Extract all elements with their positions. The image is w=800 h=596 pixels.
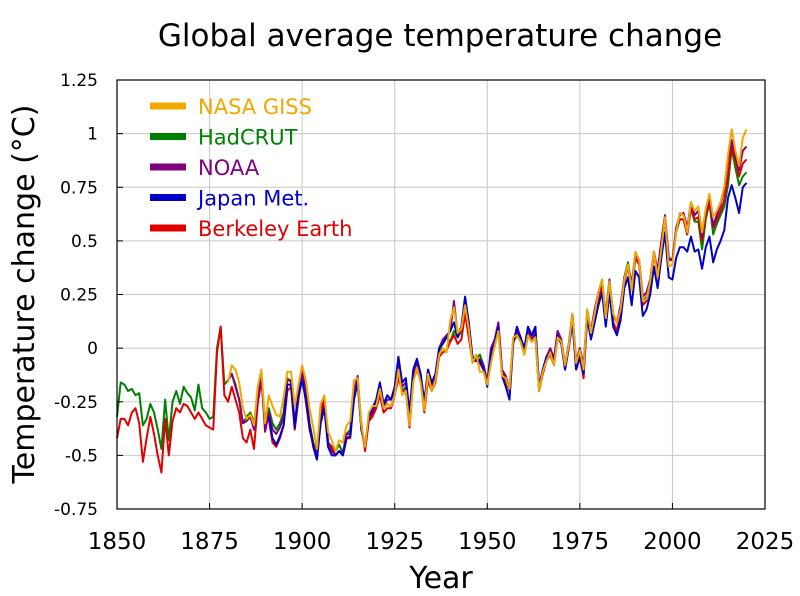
y-tick-label-1: 1 [87,125,98,145]
y-tick-label-8: -0.75 [54,500,98,520]
data-series-group [116,128,748,474]
x-axis-title: Year [408,561,473,596]
x-tick-label-1925: 1925 [365,529,424,555]
y-tick-label-4: 0.25 [60,286,98,306]
chart-legend: NASA GISS HadCRUT NOAA Japan Met. Berkeley E… [150,95,352,241]
x-tick-label-2025: 2025 [736,529,795,555]
y-tick-label-3: 0.5 [71,232,98,252]
y-tick-label-6: -0.25 [54,393,98,413]
y-tick-label-0: 1.25 [60,71,98,91]
y-axis-title: Temperature change (°C) [7,105,42,485]
x-tick-label-1950: 1950 [458,529,517,555]
y-tick-label-5: 0 [87,339,98,359]
legend-label-japan-met: Japan Met. [196,187,309,211]
chart-title: Global average temperature change [158,18,722,54]
legend-label-nasa-giss: NASA GISS [198,95,312,119]
x-tick-label-2000: 2000 [643,529,702,555]
axis-ticks: 1850 1875 1900 1925 1950 1975 2000 2025 1.25 1 0.7… [54,71,794,555]
x-tick-label-1900: 1900 [273,529,332,555]
x-tick-label-1975: 1975 [551,529,610,555]
legend-label-hadcrut: HadCRUT [198,126,298,150]
x-tick-label-1875: 1875 [180,529,239,555]
legend-label-noaa: NOAA [198,156,260,180]
y-tick-label-2: 0.75 [60,178,98,198]
series-line-nasa-giss [227,128,748,453]
legend-label-berkeley-earth: Berkeley Earth [198,217,352,241]
x-tick-label-1850: 1850 [88,529,147,555]
y-tick-label-7: -0.5 [65,446,98,466]
